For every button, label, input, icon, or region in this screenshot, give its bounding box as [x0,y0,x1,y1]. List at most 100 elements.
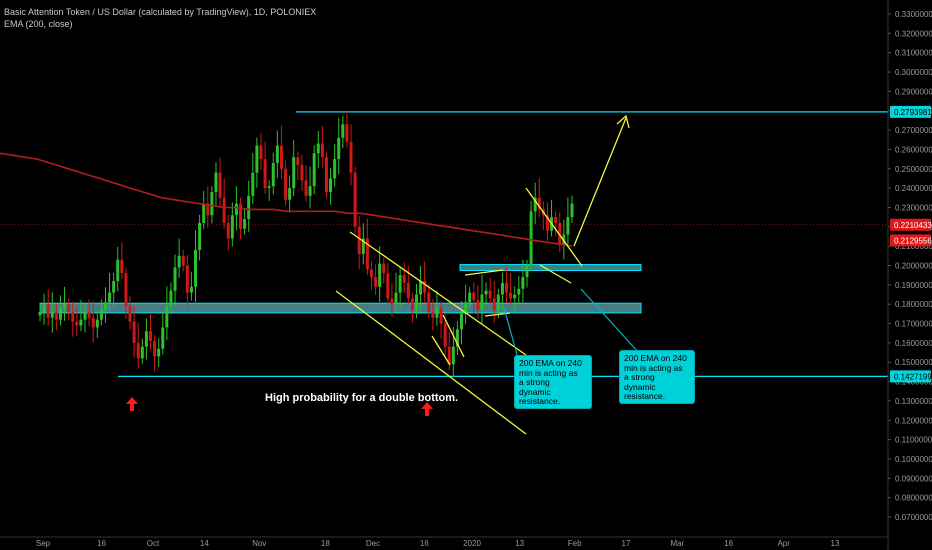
candle-body [329,178,333,192]
candle-body [153,340,157,357]
candle-body [218,172,222,198]
candle-body [202,203,206,223]
candle-body [124,273,128,307]
chart-legend: Basic Attention Token / US Dollar (calcu… [4,6,316,30]
trendline-3 [442,314,465,358]
time-axis: Sep 16 Oct 14 Nov 18 Dec 16 2020 13 Feb 17 Mar 16 Apr 1… [0,536,888,548]
x-tick-label: 2020 [463,539,481,548]
x-tick-label: 18 [321,539,330,548]
candle-body [394,292,398,305]
candle-body [239,203,243,229]
x-tick-label: Feb [568,539,582,548]
price-tag-label: 0.22104339 [894,221,932,230]
candle-body [148,331,152,341]
candle-body [341,124,345,138]
candle-body [222,197,226,223]
candle-body [296,157,300,165]
candle-body [374,277,378,287]
price-tag-bg [890,370,931,383]
candle-body [398,275,402,293]
candle-body [177,255,181,268]
x-tick-label: 16 [420,539,429,548]
candle-body [251,172,255,196]
candle-body [128,306,132,322]
candle-body [414,294,418,310]
candle-body [484,290,488,295]
callout-1-pointer [503,307,519,359]
candle-body [435,308,439,318]
price-tag-bg [890,234,931,247]
candle-body [431,311,435,318]
candle-body [198,222,202,251]
candle-body [533,197,537,212]
double-bottom-note: High probability for a double bottom. [265,392,458,404]
candle-body [382,263,386,274]
candle-body [320,143,324,158]
trendline-drawings [335,114,641,435]
trendline-2 [335,290,527,435]
x-tick-label: 17 [622,539,631,548]
candle-body [210,191,214,216]
candle-body [410,298,414,310]
candle-body [206,203,210,216]
candle-body [214,172,218,192]
indicator-label: EMA (200, close) [4,19,73,29]
candle-body [243,219,247,229]
candle-body [476,300,480,310]
candle-body [63,304,67,309]
candle-body [545,215,549,231]
candle-body [378,263,382,287]
candle-body [460,313,464,330]
candle-body [132,321,136,343]
candle-body [255,145,259,173]
candle-body [71,311,75,322]
candle-body [308,186,312,196]
candle-body [108,292,112,303]
ema-callout-1: 200 EMA on 240 min is acting as a strong… [514,355,592,409]
candle-body [87,311,91,318]
candle-body [488,290,492,299]
x-tick-label: 16 [97,539,106,548]
candle-body [79,319,83,326]
x-tick-label: Dec [366,539,380,548]
candle-body [161,327,165,349]
candle-body [500,282,504,295]
candle-body [288,188,292,200]
candle-body [189,286,193,293]
candle-body [365,238,369,270]
y-tick-label: 0.33000000 [895,10,932,19]
x-tick-label: 16 [724,539,733,548]
candle-body [554,217,558,223]
price-tag-bg [890,218,931,231]
candle-body [492,298,496,310]
candle-body [496,294,500,310]
candle-body [144,331,148,347]
candle-body [517,288,521,295]
price-tag-label: 0.21295563 [894,236,932,245]
candle-body [562,234,566,245]
candle-body [83,311,87,320]
candle-body [525,265,529,278]
candle-body [468,292,472,303]
candle-body [443,323,447,347]
candle-body [353,172,357,227]
ema-200-line [0,152,573,247]
candle-body [279,145,283,169]
candle-body [50,311,54,318]
price-tags: 0.27939818 0.22104339 0.21295563 0.14271999 [890,105,932,383]
candle-body [521,277,525,289]
x-tick-label: Oct [147,539,160,548]
trendline-1 [349,231,527,356]
